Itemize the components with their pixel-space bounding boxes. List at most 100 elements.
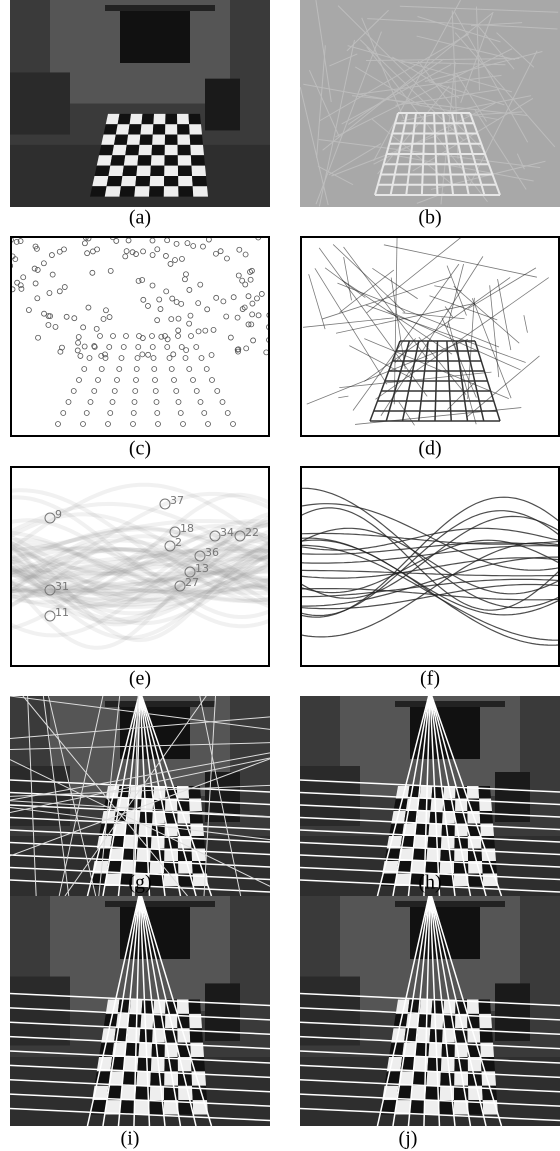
board-square — [442, 811, 455, 824]
panel — [300, 891, 560, 1126]
board-square — [440, 1071, 454, 1085]
board-square — [415, 1043, 429, 1057]
panel — [8, 235, 272, 437]
panel-label: (g) — [128, 872, 151, 894]
board-square — [189, 124, 202, 134]
board-square — [141, 114, 154, 124]
board-square — [128, 124, 141, 134]
board-square — [116, 124, 130, 134]
panel — [10, 0, 270, 207]
board-square — [165, 124, 177, 134]
panel-image — [300, 236, 560, 437]
board-square — [177, 124, 190, 134]
bg — [300, 236, 560, 437]
desk-left — [10, 977, 70, 1046]
panel-image — [10, 891, 270, 1126]
panel-label: (h) — [418, 872, 441, 894]
board-square — [191, 155, 205, 165]
shelf — [395, 701, 505, 707]
board-square — [442, 1043, 455, 1057]
panel-image — [300, 466, 560, 667]
board-square — [177, 135, 190, 145]
board-square — [152, 1043, 165, 1057]
figure: 37183422236132731119(a)(b)(c)(d)(e)(f)(g… — [0, 0, 560, 1151]
board-square — [178, 166, 192, 176]
board-square — [138, 1043, 152, 1057]
panel — [10, 691, 270, 896]
shelf — [105, 5, 215, 11]
board-square — [92, 176, 108, 186]
board-square — [178, 155, 192, 165]
panel-label: (c) — [129, 438, 151, 460]
board-square — [140, 1014, 153, 1028]
board-square — [99, 145, 114, 155]
panel-label: (f) — [420, 668, 440, 690]
board-square — [137, 1057, 151, 1071]
board-square — [164, 186, 179, 196]
page: {"panels": [ {"label": "(a)"}, {"label":… — [0, 0, 560, 1151]
board-square — [424, 1100, 439, 1114]
board-square — [164, 176, 178, 186]
board-square — [427, 1057, 441, 1071]
board-square — [153, 124, 166, 134]
board-square — [165, 135, 178, 145]
board-square — [192, 176, 207, 186]
board-square — [134, 186, 149, 196]
board-square — [430, 799, 443, 812]
panel-label: (i) — [121, 1128, 140, 1150]
board-square — [120, 186, 136, 196]
board-square — [122, 166, 137, 176]
peak-label: 37 — [170, 494, 184, 507]
board-square — [165, 114, 177, 124]
monitor — [410, 704, 480, 759]
board-square — [136, 166, 151, 176]
board-square — [417, 1028, 431, 1042]
board-square — [114, 135, 128, 145]
panel — [10, 891, 270, 1126]
peak-label: 11 — [55, 606, 69, 619]
panel-image — [8, 235, 272, 437]
board-square — [177, 114, 189, 124]
peak-label: 2 — [175, 536, 182, 549]
board-square — [149, 186, 164, 196]
panel-image: 37183422236132731119 — [10, 466, 270, 667]
board-square — [97, 155, 112, 165]
desk-left — [10, 72, 70, 134]
panel-image — [10, 0, 270, 207]
board-square — [164, 166, 178, 176]
board-square — [152, 811, 165, 824]
panel-label: (b) — [418, 207, 441, 229]
board-square — [191, 166, 206, 176]
board-square — [190, 145, 204, 155]
board-square — [125, 1043, 139, 1057]
board-square — [426, 1071, 441, 1085]
board-square — [417, 811, 431, 824]
panel-label: (a) — [129, 207, 151, 229]
board-square — [152, 135, 165, 145]
board-square — [440, 849, 454, 862]
board-square — [190, 135, 203, 145]
board-square — [134, 1100, 149, 1114]
board-square — [138, 145, 152, 155]
panel — [300, 236, 560, 437]
board-square — [178, 186, 193, 196]
peak-label: 34 — [220, 526, 234, 539]
board-square — [418, 1014, 431, 1028]
board-square — [430, 1014, 443, 1028]
peak-label: 22 — [245, 526, 259, 539]
peak-label: 9 — [55, 508, 62, 521]
board-square — [136, 1071, 151, 1085]
board-square — [178, 145, 191, 155]
edge-bg — [300, 0, 560, 207]
shelf — [395, 901, 505, 907]
peak-label: 13 — [195, 562, 209, 575]
board-square — [118, 114, 131, 124]
board-square — [106, 114, 120, 124]
board-square — [130, 114, 143, 124]
peak-label: 27 — [185, 576, 199, 589]
board-square — [110, 155, 125, 165]
board-square — [189, 114, 202, 124]
desk-left — [300, 766, 360, 826]
board-square — [426, 849, 441, 862]
board-square — [137, 155, 151, 165]
